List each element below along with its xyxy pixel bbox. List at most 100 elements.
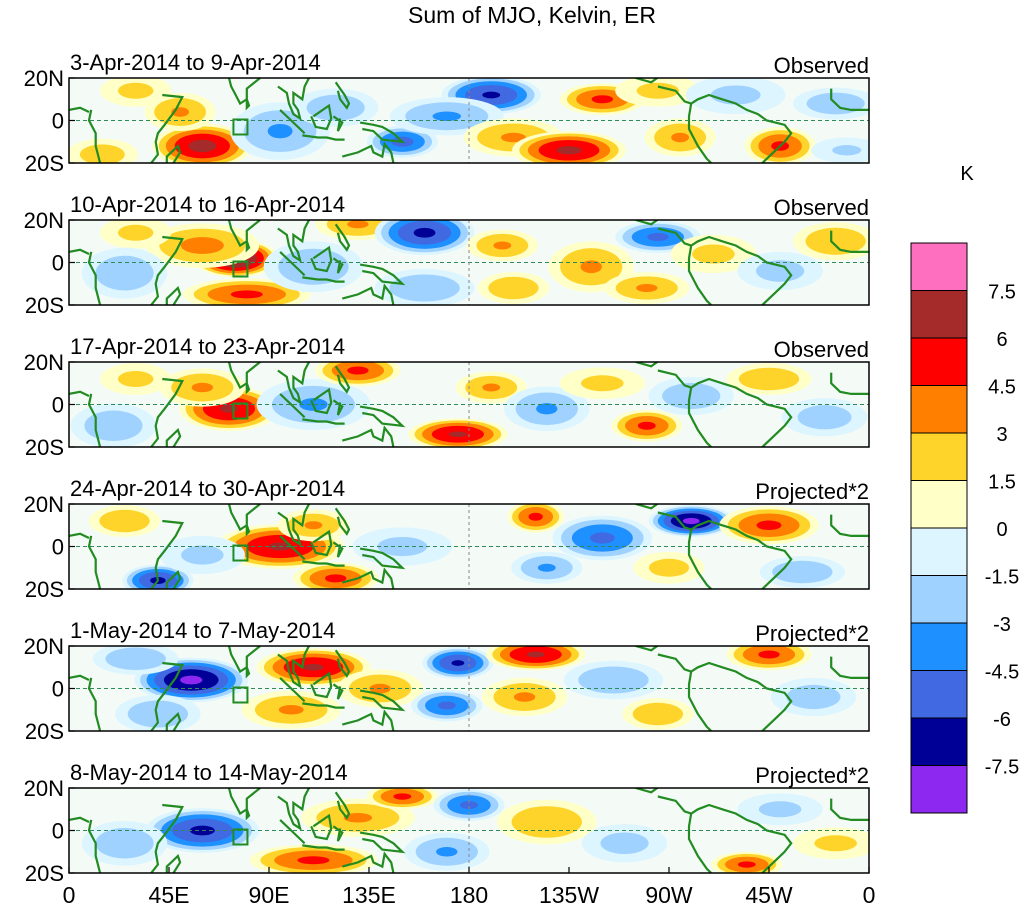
contour-band [786, 684, 841, 710]
x-tick-label: 135W [539, 882, 599, 908]
contour-band [304, 521, 323, 530]
coastline [277, 78, 310, 121]
colorbar: K 7.5 6 4.5 3 1.5 0 -1.5 -3 -4.5 -6 -7.5 [910, 163, 1019, 814]
coastline [69, 106, 90, 113]
x-tick-label: 0 [863, 882, 876, 908]
coastline [87, 109, 102, 163]
coastline [69, 532, 90, 539]
coastline [87, 393, 102, 447]
contour-band [180, 675, 203, 685]
coastline [334, 791, 351, 820]
x-tick-label: 90E [249, 882, 290, 908]
contour-band [278, 704, 304, 715]
coastline [334, 81, 351, 110]
reference-box [232, 544, 249, 562]
panel-date-range: 1-May-2014 to 7-May-2014 [70, 618, 335, 643]
colorbar-swatch [910, 717, 968, 766]
coastline [302, 844, 345, 851]
coastline [830, 88, 869, 112]
x-tick-label: 90W [645, 882, 693, 908]
contour-band [648, 558, 690, 577]
chart-title: Sum of MJO, Kelvin, ER [408, 2, 656, 28]
panel-date-range: 17-Apr-2014 to 23-Apr-2014 [70, 334, 345, 359]
colorbar-label: -6 [993, 709, 1011, 731]
coastline [310, 103, 333, 131]
y-tick-label: 0 [52, 819, 64, 844]
coastline [342, 425, 395, 447]
coastline [277, 504, 310, 547]
contour-band [188, 139, 217, 153]
coastline [227, 504, 261, 532]
panel-date-range: 3-Apr-2014 to 9-Apr-2014 [70, 50, 321, 75]
panel-6: 20N 0 20S 8-May-2014 to 14-May-2014 Projecte… [24, 760, 870, 886]
y-tick-label: 20N [24, 350, 64, 375]
coastline [279, 535, 306, 561]
coastline [342, 709, 395, 731]
coastline [332, 257, 344, 274]
coastline [635, 220, 660, 226]
colorbar-swatch [910, 575, 968, 624]
contour-band [393, 793, 412, 800]
coastline [227, 788, 261, 816]
coastline [687, 813, 712, 873]
contour-band [460, 801, 478, 809]
colorbar-label: 3 [996, 424, 1007, 446]
contour-band [632, 702, 684, 726]
contour-band [493, 241, 512, 250]
colorbar-swatch [910, 290, 968, 339]
contour-band [306, 94, 365, 121]
x-tick-label: 0 [63, 882, 76, 908]
panel-kind-label: Projected*2 [755, 479, 869, 504]
coastline [302, 560, 345, 567]
panel-kind-label: Observed [774, 195, 869, 220]
x-tick-label: 180 [450, 882, 488, 908]
panel-date-range: 24-Apr-2014 to 30-Apr-2014 [70, 476, 345, 501]
coastline [657, 795, 793, 873]
coastline [87, 819, 102, 873]
coastline [227, 220, 261, 248]
coastline [245, 666, 251, 679]
coastline [830, 514, 869, 538]
coastline [277, 646, 310, 689]
y-tick-label: 0 [52, 677, 64, 702]
contour-band [692, 244, 735, 264]
contour-band [581, 375, 624, 392]
coastline [635, 362, 660, 368]
contour-band [756, 260, 805, 282]
contour-band [181, 545, 224, 565]
coastline [245, 98, 251, 111]
contour-field [69, 646, 869, 731]
colorbar-units-label: K [960, 163, 974, 185]
coastline [332, 399, 344, 416]
colorbar-label: -3 [993, 614, 1011, 636]
coastline [687, 387, 712, 447]
coastline [830, 230, 869, 253]
y-tick-label: 20N [24, 66, 64, 91]
coastline [150, 377, 185, 447]
contour-band [482, 91, 501, 99]
reference-box [232, 260, 249, 278]
contour-band [436, 846, 458, 857]
contour-band [580, 260, 602, 274]
contour-band [230, 290, 263, 299]
coastline [657, 511, 793, 589]
panel-3: 20N 0 20S 17-Apr-2014 to 23-Apr-2014 Observe… [24, 334, 870, 460]
contour-band [797, 405, 852, 430]
coastline [359, 405, 406, 428]
coastline [687, 529, 712, 589]
colorbar-label: 4.5 [988, 377, 1016, 399]
contour-band [814, 835, 858, 852]
contour-band [84, 410, 143, 441]
contour-band [343, 812, 373, 823]
y-tick-label: 20N [24, 634, 64, 659]
coastline [279, 109, 306, 135]
coastline [359, 831, 406, 854]
y-tick-label: 20S [25, 719, 64, 744]
contour-field [69, 220, 869, 305]
contour-band [805, 227, 866, 255]
colorbar-swatch [910, 480, 968, 529]
coastline [310, 245, 333, 273]
colorbar-swatch [910, 432, 968, 481]
coastline [635, 646, 660, 652]
